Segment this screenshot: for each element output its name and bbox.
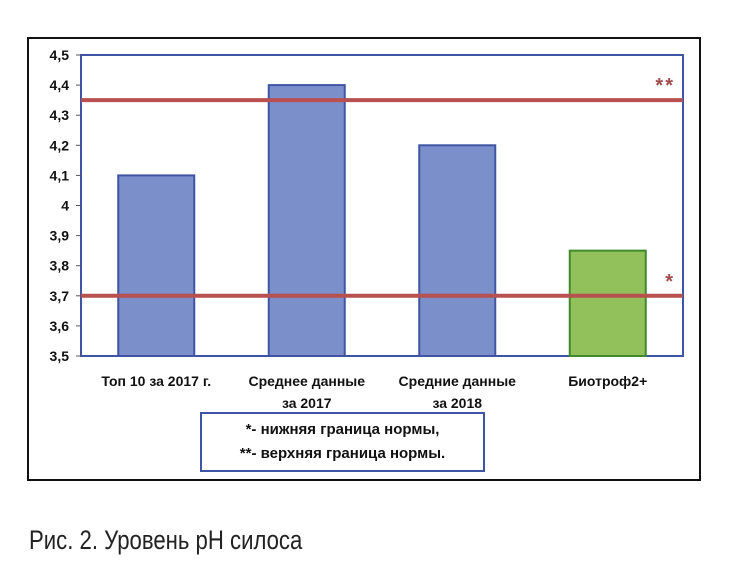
- bar-chart: 3,5 3,6 3,7 3,8 3,9 4 4,1 4,2 4,3 4,4 4,5 Топ 10 за…: [50, 47, 684, 411]
- y-tick-label: 3,5: [50, 348, 70, 364]
- x-category-label: за 2018: [432, 395, 482, 411]
- legend: *- нижняя граница нормы, **- верхняя гра…: [200, 412, 485, 472]
- legend-line-lower-norm: *- нижняя граница нормы,: [245, 421, 440, 438]
- legend-line-upper-norm: **- верхняя граница нормы.: [239, 445, 446, 462]
- x-category-label: Биотроф2+: [568, 373, 647, 389]
- reference-line-marker: **: [655, 75, 675, 97]
- y-tick-label: 4: [61, 198, 69, 214]
- y-tick-label: 3,9: [50, 228, 70, 244]
- y-tick-label: 4,4: [50, 77, 70, 93]
- y-tick-label: 3,6: [50, 318, 70, 334]
- x-category-label: Топ 10 за 2017 г.: [101, 373, 211, 389]
- x-category-label: Средние данные: [399, 373, 517, 389]
- x-category-label: за 2017: [282, 395, 332, 411]
- y-tick-label: 4,1: [50, 167, 70, 183]
- y-tick-label: 4,2: [50, 137, 70, 153]
- bar: [117, 174, 196, 357]
- y-tick-label: 3,8: [50, 258, 70, 274]
- y-tick-label: 3,7: [50, 288, 70, 304]
- y-tick-label: 4,3: [50, 107, 70, 123]
- x-category-label: Среднее данные: [248, 373, 365, 389]
- bar: [568, 249, 647, 357]
- figure-caption: Рис. 2. Уровень pH силоса: [29, 525, 303, 555]
- y-tick-label: 4,5: [50, 47, 70, 63]
- bar: [267, 84, 346, 357]
- reference-line-marker: *: [665, 271, 675, 293]
- bar: [418, 144, 497, 357]
